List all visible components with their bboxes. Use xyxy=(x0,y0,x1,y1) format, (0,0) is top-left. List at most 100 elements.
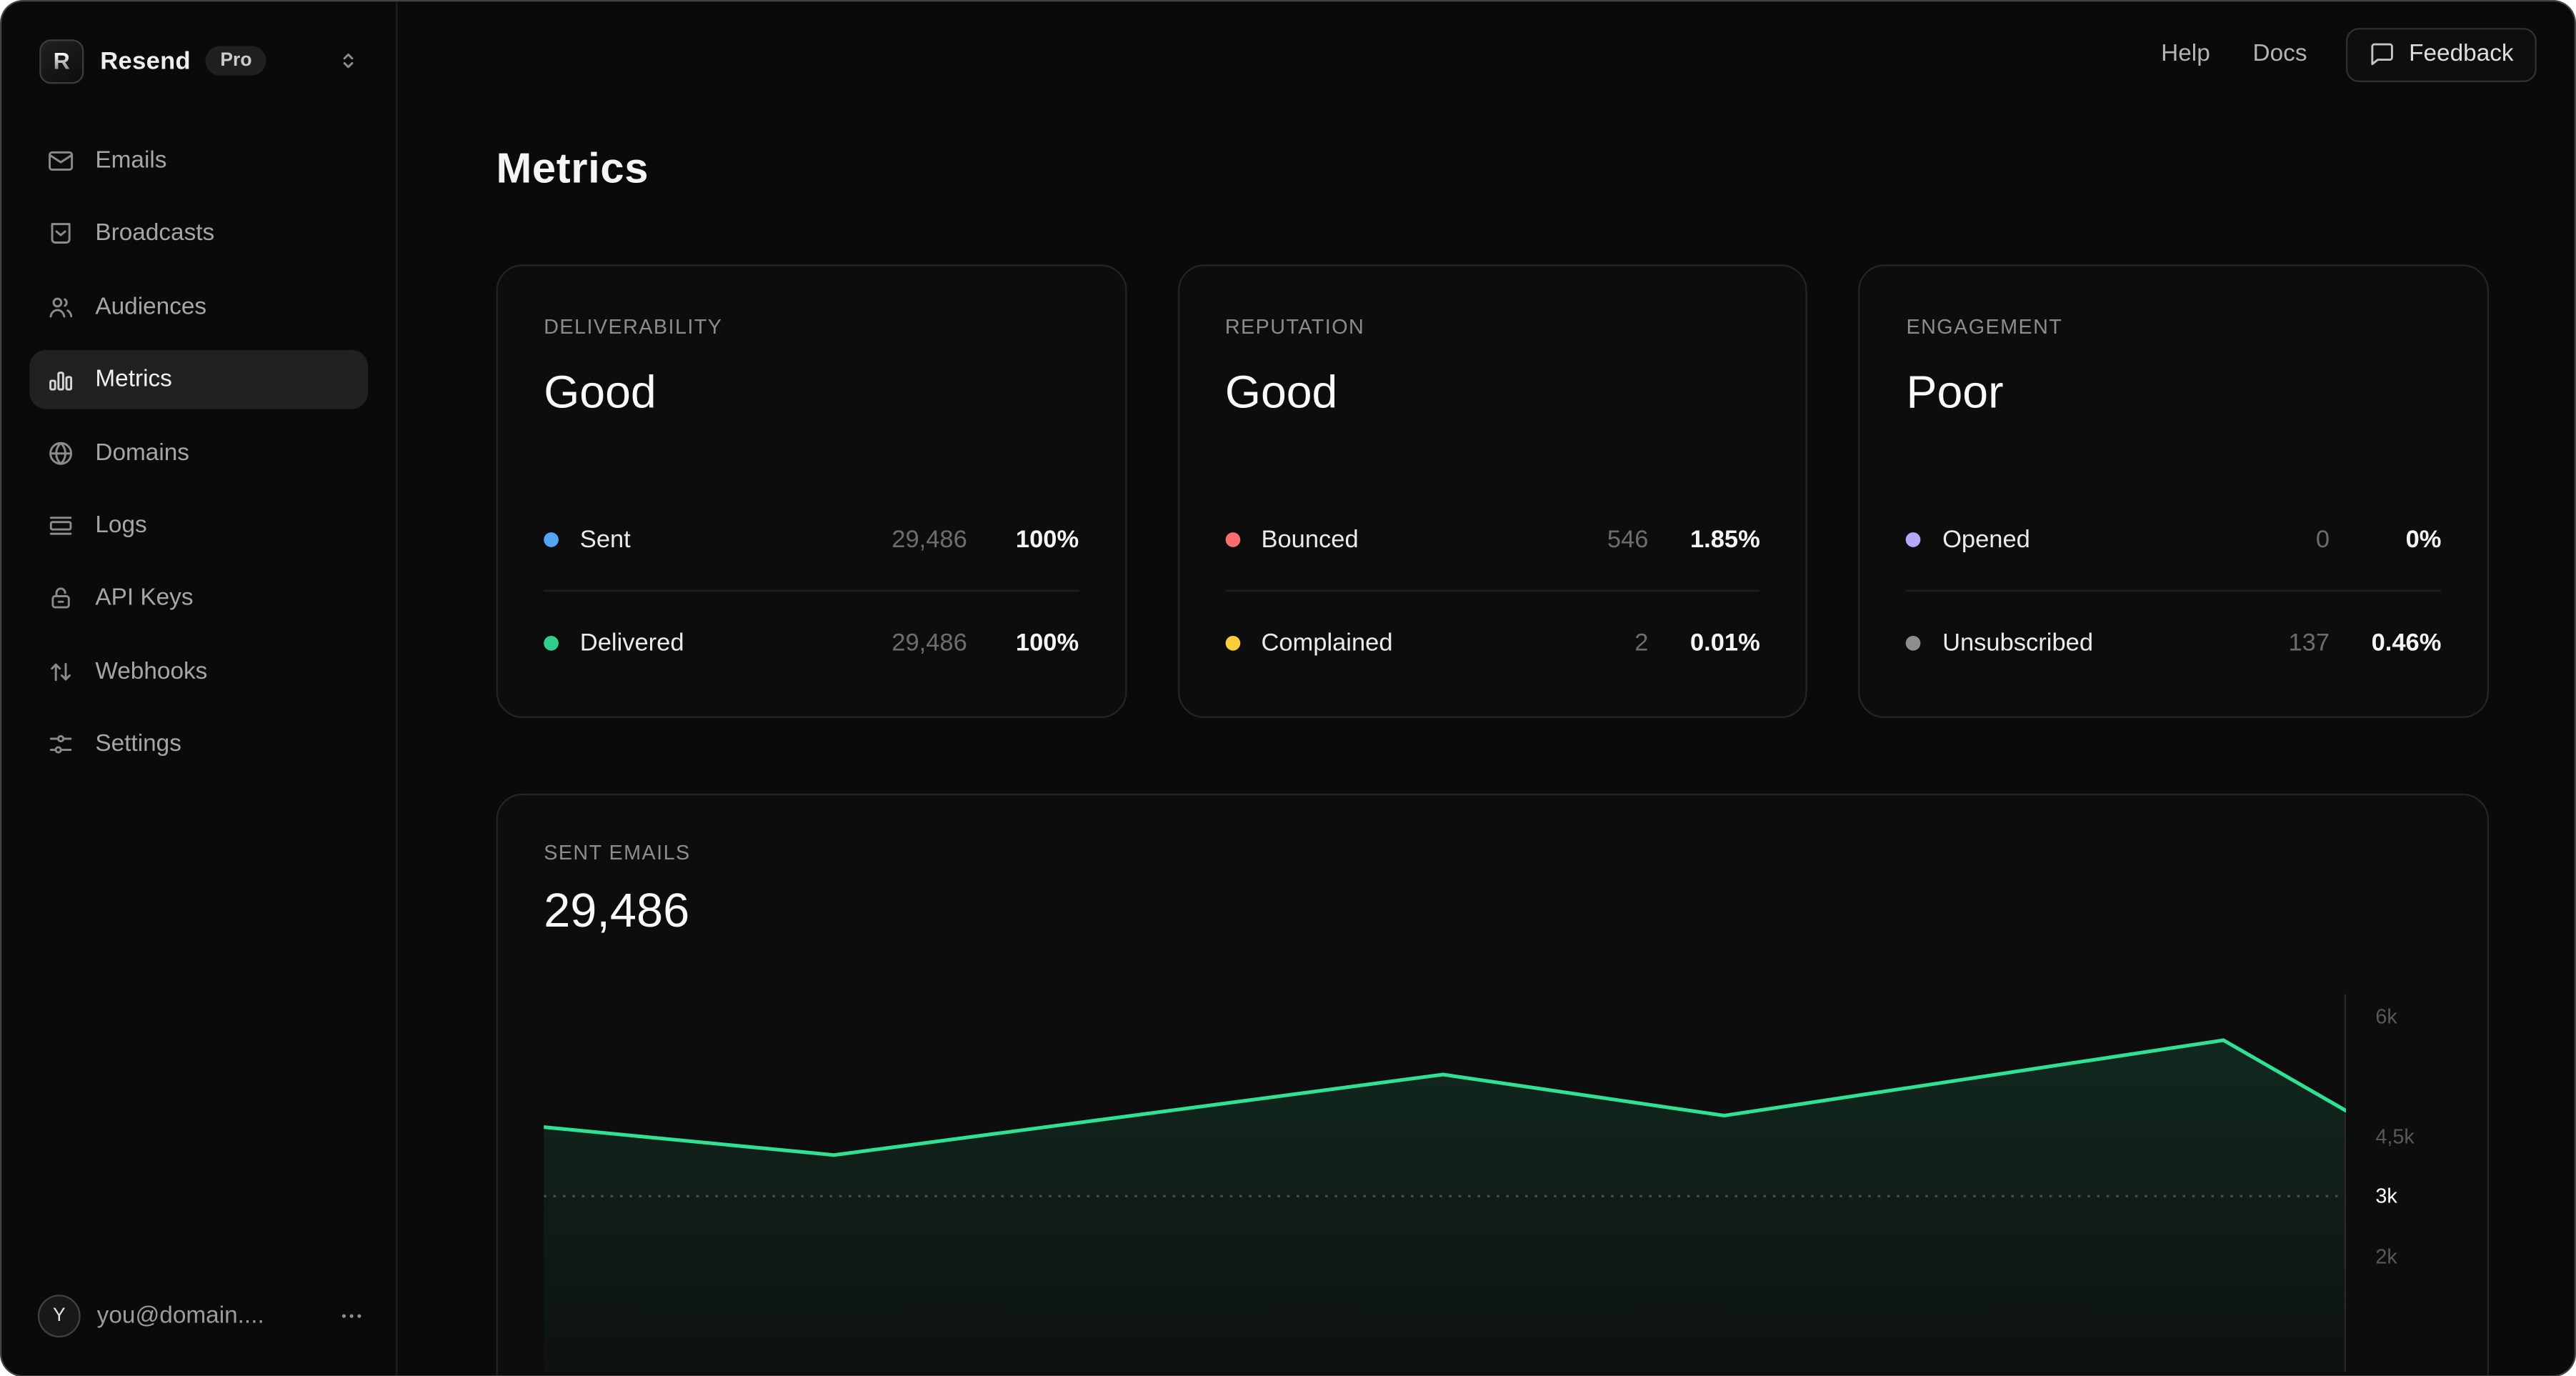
sidebar-item-metrics[interactable]: Metrics xyxy=(29,350,369,410)
metric-card-deliverability: DELIVERABILITY Good Sent 29,486 100% Delivere… xyxy=(496,264,1127,718)
stat-percent: 0.46% xyxy=(2371,628,2442,657)
emails-icon xyxy=(46,146,75,176)
sidebar-item-label: Audiences xyxy=(95,294,207,320)
sidebar-item-emails[interactable]: Emails xyxy=(29,131,368,191)
y-tick-label: 6k xyxy=(2375,1005,2397,1029)
card-rows: Opened 0 0% Unsubscribed 137 0.46% xyxy=(1906,488,2442,694)
workspace-name: Resend xyxy=(100,46,191,75)
card-label: REPUTATION xyxy=(1224,315,1365,339)
stat-count: 2 xyxy=(1634,628,1649,657)
page-title: Metrics xyxy=(496,143,649,193)
stat-row-opened: Opened 0 0% xyxy=(1906,488,2441,590)
stat-count: 29,486 xyxy=(892,524,967,553)
stat-count: 0 xyxy=(2315,524,2330,553)
y-tick-label: 2k xyxy=(2375,1245,2397,1269)
metrics-icon xyxy=(46,365,75,394)
area-chart xyxy=(544,994,2347,1372)
stat-count: 546 xyxy=(1607,524,1649,553)
row-divider xyxy=(1906,589,2442,592)
message-square-icon xyxy=(2370,41,2396,67)
chart-line-sent xyxy=(544,1038,2347,1157)
domains-icon xyxy=(46,438,75,467)
chart-area-fill xyxy=(544,1040,2347,1372)
legend-dot xyxy=(544,634,559,650)
content: Metrics DELIVERABILITY Good Sent 29,486 100%… xyxy=(398,106,2575,1375)
sidebar-item-domains[interactable]: Domains xyxy=(29,423,368,482)
legend-dot xyxy=(1906,634,1922,650)
stat-percent: 100% xyxy=(1015,524,1079,553)
ellipsis-menu-icon[interactable] xyxy=(332,1295,371,1335)
stat-name: Unsubscribed xyxy=(1942,628,2094,657)
metric-card-engagement: ENGAGEMENT Poor Opened 0 0% Unsubscribed 137 0.… xyxy=(1858,264,2490,718)
help-link[interactable]: Help xyxy=(2161,41,2210,68)
sidebar-item-label: Webhooks xyxy=(95,658,208,685)
sidebar-item-settings[interactable]: Settings xyxy=(29,715,368,774)
stat-count: 137 xyxy=(2288,628,2330,657)
sidebar-item-label: API Keys xyxy=(95,585,194,612)
stat-name: Complained xyxy=(1261,628,1393,657)
stat-name: Delivered xyxy=(579,628,684,657)
docs-link[interactable]: Docs xyxy=(2252,41,2307,68)
api-keys-icon xyxy=(46,584,75,613)
chart-total-value: 29,486 xyxy=(544,885,690,939)
legend-dot xyxy=(544,531,559,547)
card-rows: Bounced 546 1.85% Complained 2 0.01% xyxy=(1224,488,1760,694)
stat-name: Sent xyxy=(579,524,631,553)
stat-row-bounced: Bounced 546 1.85% xyxy=(1224,488,1760,590)
sidebar-item-label: Metrics xyxy=(95,367,172,394)
logs-icon xyxy=(46,511,75,540)
stat-row-sent: Sent 29,486 100% xyxy=(544,488,1079,590)
metric-cards-row: DELIVERABILITY Good Sent 29,486 100% Delivere… xyxy=(496,264,2490,718)
row-divider xyxy=(1224,589,1760,592)
broadcasts-icon xyxy=(46,219,75,249)
topbar: Help Docs Feedback xyxy=(398,1,2575,106)
sidebar-item-label: Emails xyxy=(95,147,167,174)
sidebar-item-logs[interactable]: Logs xyxy=(29,496,368,555)
stat-percent: 1.85% xyxy=(1689,524,1760,553)
row-divider xyxy=(544,589,1079,592)
resend-logo-icon: R xyxy=(39,39,84,84)
legend-dot xyxy=(1224,531,1240,547)
legend-dot xyxy=(1224,634,1240,650)
card-status: Good xyxy=(544,366,657,418)
stat-name: Bounced xyxy=(1261,524,1359,553)
chevron-up-down-icon[interactable] xyxy=(336,49,359,72)
feedback-label: Feedback xyxy=(2409,41,2514,68)
user-email: you@domain.... xyxy=(96,1302,264,1329)
sidebar-nav: Emails Broadcasts Audiences Metrics Domains L… xyxy=(1,120,396,1266)
webhooks-icon xyxy=(46,657,75,686)
avatar: Y xyxy=(37,1294,81,1337)
workspace-switcher[interactable]: R Resend Pro xyxy=(1,1,396,120)
sidebar-item-label: Logs xyxy=(95,512,147,539)
metric-card-reputation: REPUTATION Good Bounced 546 1.85% Complained 2… xyxy=(1177,264,1808,718)
sidebar-item-label: Settings xyxy=(95,731,181,758)
legend-dot xyxy=(1906,531,1922,547)
audiences-icon xyxy=(46,292,75,321)
card-status: Good xyxy=(1224,366,1338,418)
sidebar-item-label: Broadcasts xyxy=(95,221,215,247)
sidebar-item-broadcasts[interactable]: Broadcasts xyxy=(29,204,368,264)
feedback-button[interactable]: Feedback xyxy=(2346,26,2537,81)
plan-badge: Pro xyxy=(205,46,267,76)
stat-percent: 0% xyxy=(2405,524,2442,553)
sidebar-item-api-keys[interactable]: API Keys xyxy=(29,569,368,629)
stat-row-unsubscribed: Unsubscribed 137 0.46% xyxy=(1906,592,2441,694)
main-area: Help Docs Feedback Metrics DELIVERABILIT… xyxy=(397,1,2575,1375)
settings-icon xyxy=(46,729,75,759)
sidebar-item-audiences[interactable]: Audiences xyxy=(29,277,368,336)
y-tick-label: 4,5k xyxy=(2375,1125,2415,1149)
stat-row-delivered: Delivered 29,486 100% xyxy=(544,592,1079,694)
stat-name: Opened xyxy=(1942,524,2030,553)
stat-row-complained: Complained 2 0.01% xyxy=(1224,592,1760,694)
card-status: Poor xyxy=(1906,366,2004,418)
sidebar-item-webhooks[interactable]: Webhooks xyxy=(29,642,368,702)
stat-percent: 100% xyxy=(1015,628,1079,657)
card-label: ENGAGEMENT xyxy=(1906,315,2063,339)
sidebar-item-label: Domains xyxy=(95,439,189,467)
sidebar: R Resend Pro Emails Broadcasts Audiences Me… xyxy=(1,1,398,1375)
sent-emails-card: SENT EMAILS 29,486 6k 4,5k 3k 2k xyxy=(496,793,2490,1375)
card-label: DELIVERABILITY xyxy=(544,315,723,339)
user-account-row[interactable]: Y you@domain.... xyxy=(1,1266,396,1375)
y-tick-label: 3k xyxy=(2375,1185,2397,1208)
